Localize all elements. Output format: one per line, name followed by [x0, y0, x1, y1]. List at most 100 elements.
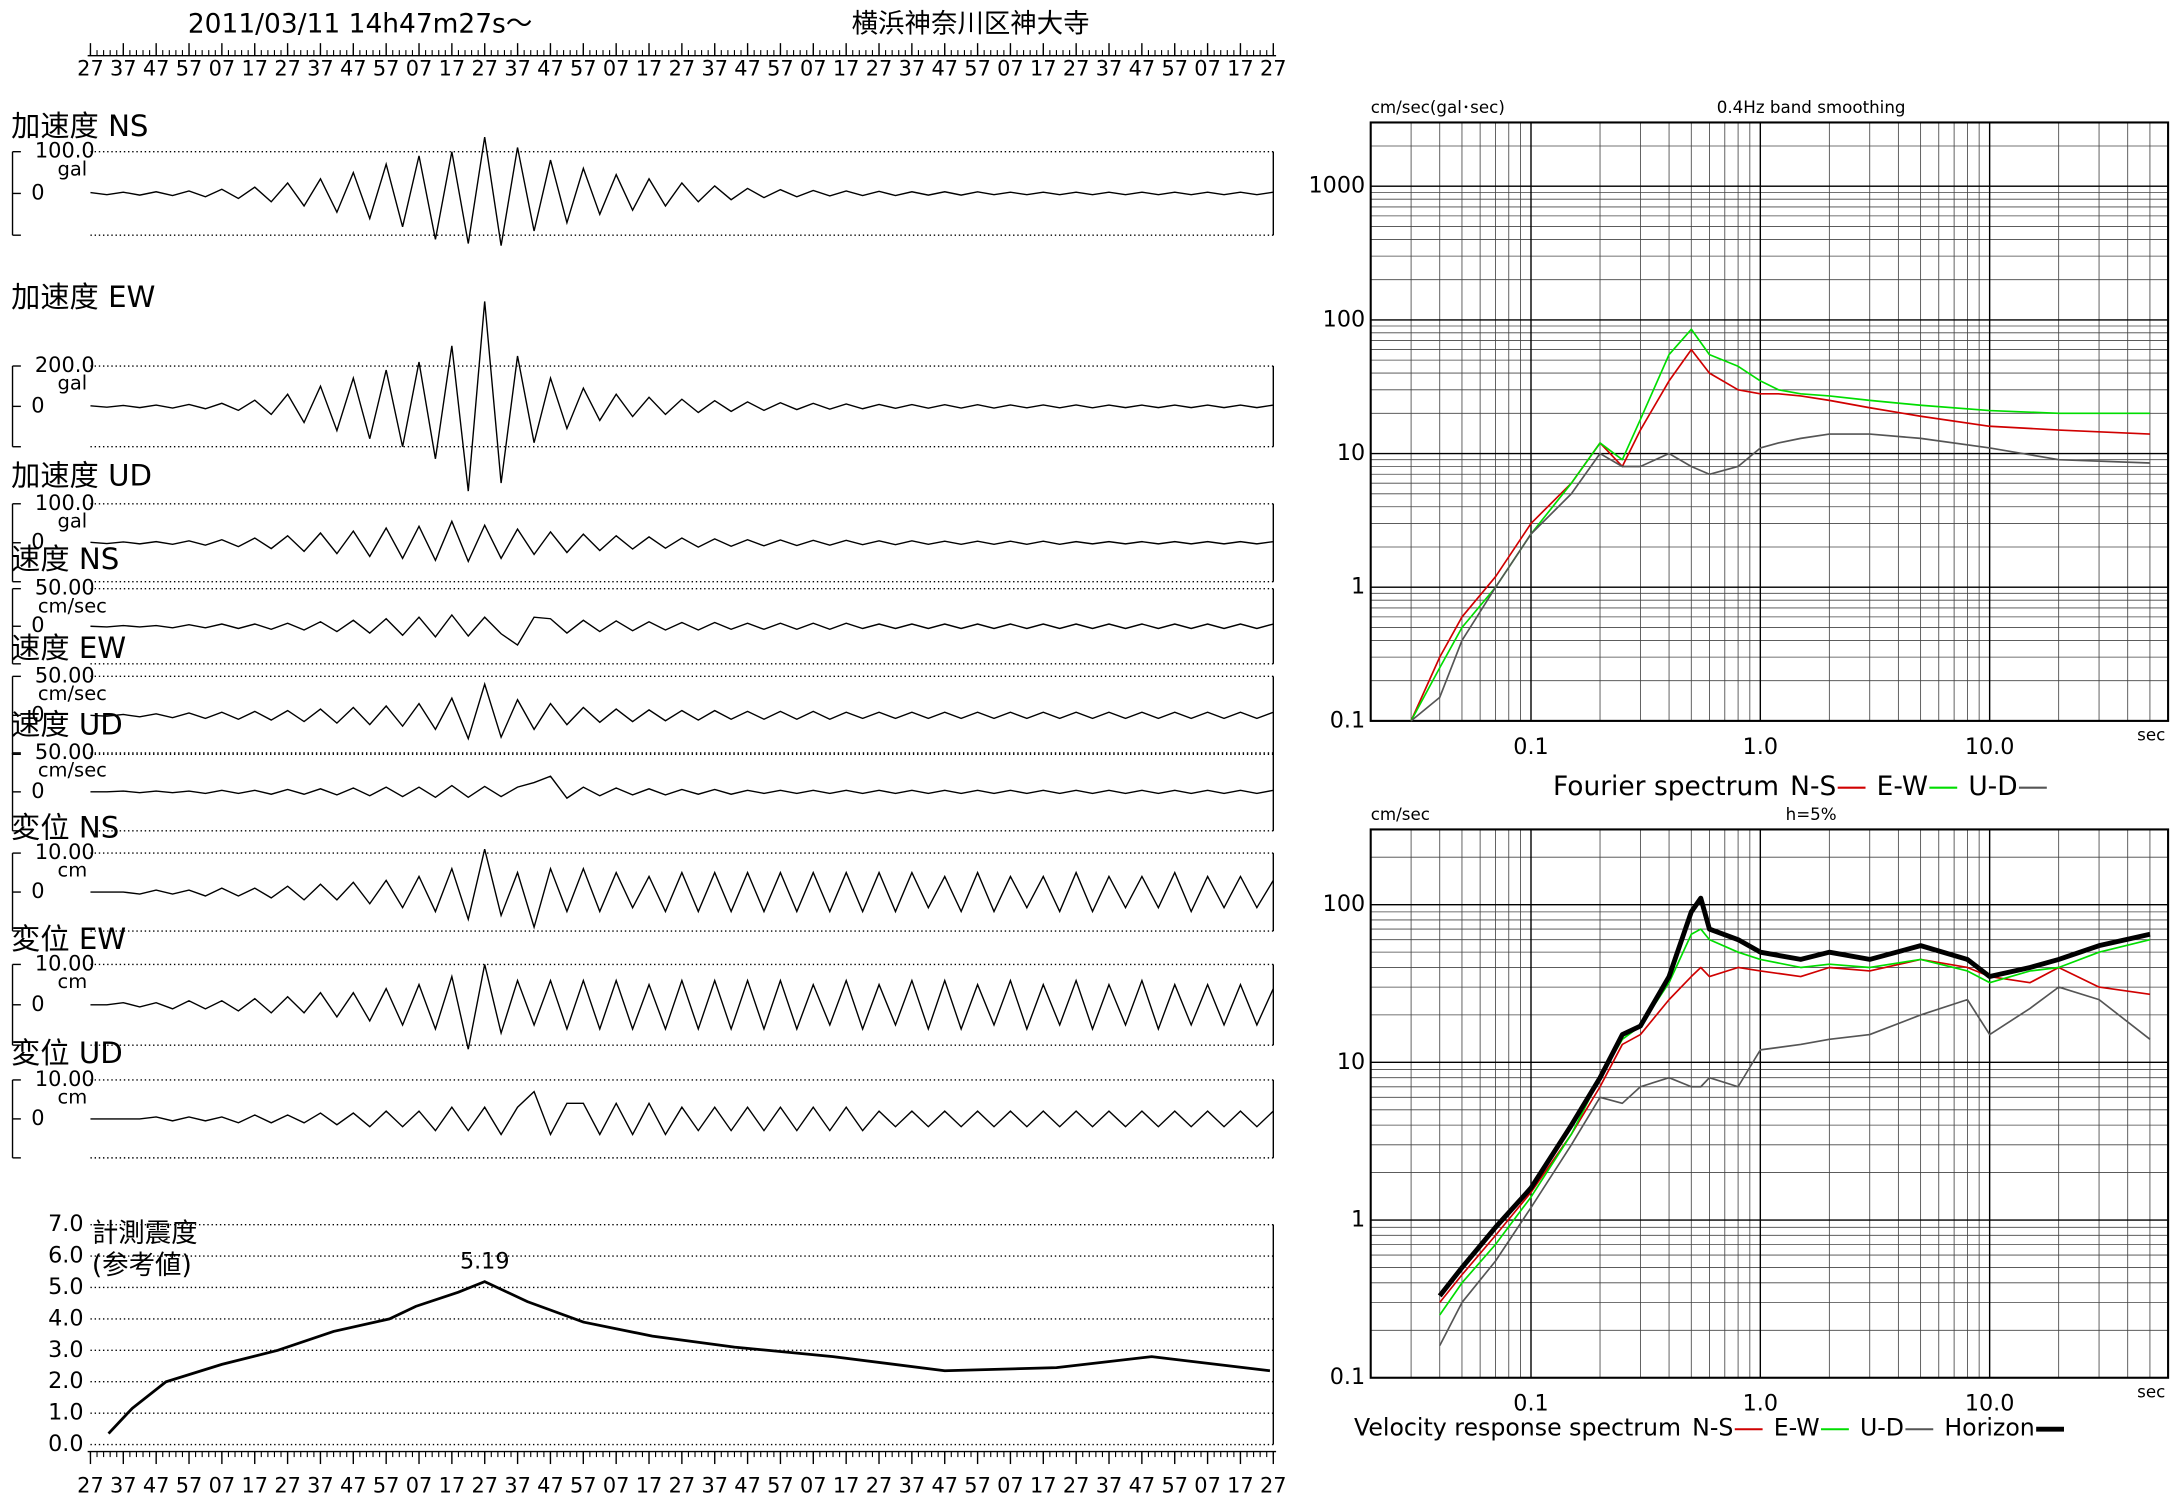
x-tick-label: 47	[340, 1473, 367, 1497]
x-tick-label: 27	[274, 1473, 301, 1497]
x-tick-label: 27	[669, 57, 696, 81]
y-tick-label: 0	[31, 779, 44, 803]
x-tick-label: 47	[734, 1473, 761, 1497]
x-tick-label: 10.0	[1965, 734, 2015, 760]
y-tick-label: 100	[1323, 306, 1365, 332]
y-tick-label: 100	[1323, 891, 1365, 917]
x-tick-label: 37	[504, 1473, 531, 1497]
y-tick-label: 10.00	[35, 1067, 95, 1091]
x-tick-label: 37	[307, 57, 334, 81]
y-tick-label: 10	[1337, 440, 1365, 466]
x-tick-label: 37	[701, 57, 728, 81]
y-tick-label: 1000	[1309, 173, 1366, 199]
station-name: 横浜神奈川区神大寺	[852, 9, 1090, 40]
x-tick-label: 47	[1129, 57, 1156, 81]
x-tick-label: 17	[241, 1473, 268, 1497]
y-tick-label: 50.00	[35, 576, 95, 600]
x-tick-label: 17	[636, 1473, 663, 1497]
trace-name: 速度 NS	[11, 542, 119, 576]
spectrum-line	[1439, 958, 2151, 1303]
x-tick-label: 07	[1194, 1473, 1221, 1497]
x-tick-label: 07	[209, 57, 236, 81]
chart-title: h=5%	[1786, 805, 1837, 824]
trace-name: 速度 EW	[11, 631, 126, 665]
x-tick-label: 0.1	[1513, 734, 1548, 760]
spectrum-line	[1410, 328, 2150, 722]
x-tick-label: 1.0	[1743, 1391, 1778, 1417]
x-tick-label: 27	[77, 1473, 104, 1497]
y-tick-label: 6.0	[48, 1243, 83, 1269]
legend-title: Velocity response spectrum	[1354, 1414, 1681, 1442]
y-tick-label: 0	[31, 180, 44, 204]
y-tick-label: 0	[31, 613, 44, 637]
unit-label: gal	[58, 509, 88, 532]
x-axis-label: sec	[2137, 726, 2165, 745]
x-tick-label: 37	[110, 1473, 137, 1497]
x-tick-label: 37	[307, 1473, 334, 1497]
y-tick-label: 0.1	[1330, 1364, 1365, 1390]
legend-label: E-W	[1774, 1414, 1820, 1442]
x-tick-label: 27	[1260, 1473, 1287, 1497]
chart-title: 0.4Hz band smoothing	[1717, 98, 1906, 117]
spectrum-line	[1410, 433, 2151, 722]
y-tick-label: 10	[1337, 1049, 1365, 1075]
y-tick-label: 0	[31, 702, 44, 726]
x-tick-label: 57	[570, 57, 597, 81]
x-tick-label: 17	[1030, 57, 1057, 81]
unit-label: gal	[58, 157, 88, 180]
x-tick-label: 07	[800, 1473, 827, 1497]
legend-title: Fourier spectrum	[1553, 771, 1779, 802]
x-tick-label: 27	[866, 57, 893, 81]
x-tick-label: 0.1	[1513, 1391, 1548, 1417]
spectrum-line	[1438, 986, 2151, 1346]
trace-name: 加速度 NS	[11, 109, 148, 143]
waveform-line	[90, 136, 1274, 246]
annotation: 5.19	[460, 1249, 510, 1275]
x-tick-label: 17	[241, 57, 268, 81]
x-tick-label: 57	[767, 57, 794, 81]
y-tick-label: 0.1	[1330, 707, 1365, 733]
y-tick-label: 2.0	[48, 1368, 83, 1394]
x-tick-label: 17	[1030, 1473, 1057, 1497]
x-tick-label: 47	[340, 57, 367, 81]
x-tick-label: 37	[1096, 1473, 1123, 1497]
y-tick-label: 4.0	[48, 1305, 83, 1331]
x-tick-label: 27	[866, 1473, 893, 1497]
waveform-line	[90, 964, 1274, 1050]
x-tick-label: 17	[1227, 57, 1254, 81]
spectrum-line	[1437, 895, 2151, 1298]
x-tick-label: 57	[373, 1473, 400, 1497]
waveform-line	[90, 519, 1274, 564]
x-tick-label: 57	[373, 57, 400, 81]
x-tick-label: 47	[537, 57, 564, 81]
y-tick-label: 0	[31, 1106, 44, 1130]
x-tick-label: 57	[767, 1473, 794, 1497]
legend-label: N-S	[1790, 771, 1836, 802]
x-tick-label: 10.0	[1965, 1391, 2015, 1417]
trace-name: 加速度 UD	[11, 458, 152, 492]
x-tick-label: 27	[471, 1473, 498, 1497]
x-tick-label: 07	[800, 57, 827, 81]
y-tick-label: 0	[31, 879, 44, 903]
y-tick-label: 1	[1351, 1207, 1365, 1233]
unit-label: gal	[58, 372, 88, 395]
x-tick-label: 07	[406, 1473, 433, 1497]
y-tick-label: 200.0	[35, 353, 95, 377]
x-tick-label: 17	[833, 57, 860, 81]
x-tick-label: 37	[899, 57, 926, 81]
y-tick-label: 1.0	[48, 1400, 83, 1426]
legend-label: N-S	[1692, 1414, 1733, 1442]
y-tick-label: 10.00	[35, 951, 95, 975]
x-tick-label: 17	[636, 57, 663, 81]
waveform-line	[90, 613, 1274, 647]
chart-title: 計測震度	[92, 1218, 198, 1249]
unit-label: cm	[58, 970, 88, 993]
y-axis-label: cm/sec	[1371, 805, 1430, 824]
x-tick-label: 47	[143, 1473, 170, 1497]
waveform-line	[90, 849, 1274, 930]
x-tick-label: 57	[1161, 1473, 1188, 1497]
y-tick-label: 50.00	[35, 740, 95, 764]
unit-label: cm/sec	[38, 594, 107, 617]
trace-name: 変位 NS	[11, 810, 119, 844]
